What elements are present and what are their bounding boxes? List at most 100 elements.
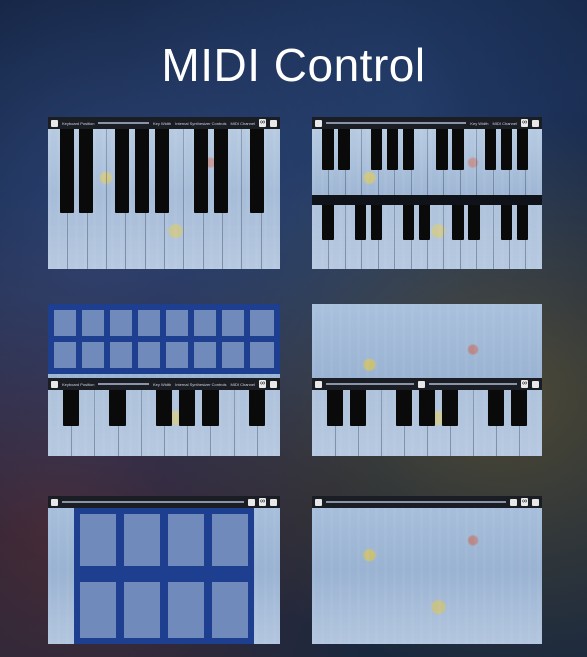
keyboard[interactable]	[48, 129, 280, 269]
image-button[interactable]	[270, 119, 277, 127]
black-key[interactable]	[338, 129, 350, 170]
black-key[interactable]	[213, 129, 228, 213]
white-key[interactable]	[410, 129, 428, 195]
white-key[interactable]	[260, 129, 280, 269]
drum-pad[interactable]	[80, 308, 106, 338]
drum-pad[interactable]	[122, 512, 162, 568]
white-key[interactable]	[426, 205, 445, 269]
black-key[interactable]	[500, 129, 513, 170]
edit-button[interactable]	[315, 498, 322, 506]
drum-pad[interactable]	[136, 308, 162, 338]
black-key[interactable]	[510, 390, 528, 427]
keyboard-position-slider[interactable]	[326, 383, 414, 385]
image-button[interactable]	[532, 119, 539, 127]
black-key[interactable]	[516, 129, 529, 170]
black-key[interactable]	[395, 390, 413, 427]
octave-down-button[interactable]	[51, 380, 58, 388]
drum-pad[interactable]	[108, 308, 134, 338]
drum-pad[interactable]	[210, 580, 250, 640]
black-key[interactable]	[322, 129, 334, 170]
drum-pad[interactable]	[122, 580, 162, 640]
drum-pad[interactable]	[164, 340, 190, 370]
drum-pad[interactable]	[210, 512, 250, 568]
black-key[interactable]	[484, 129, 496, 170]
black-key[interactable]	[516, 205, 529, 241]
image-button[interactable]	[532, 380, 539, 388]
drum-pad[interactable]	[78, 580, 118, 640]
black-key[interactable]	[441, 390, 459, 427]
black-key[interactable]	[202, 390, 219, 427]
lower-keyboard[interactable]	[312, 205, 542, 269]
octave-down-button[interactable]	[315, 380, 322, 388]
black-key[interactable]	[468, 205, 480, 241]
keyboard-position-slider[interactable]	[98, 122, 149, 124]
black-key[interactable]	[452, 129, 464, 170]
black-key[interactable]	[418, 390, 436, 427]
drum-pad[interactable]	[164, 308, 190, 338]
white-key[interactable]	[476, 205, 494, 269]
black-key[interactable]	[194, 129, 209, 213]
black-key[interactable]	[248, 390, 265, 427]
white-key[interactable]	[164, 129, 185, 269]
drum-pad[interactable]	[52, 340, 78, 370]
black-key[interactable]	[402, 129, 415, 170]
drum-pad[interactable]	[136, 340, 162, 370]
black-key[interactable]	[59, 129, 74, 213]
keyboard[interactable]	[48, 390, 280, 456]
mode-button[interactable]	[510, 498, 517, 506]
drum-pad[interactable]	[80, 340, 106, 370]
control-slider[interactable]	[326, 501, 506, 503]
octave-up-button[interactable]	[418, 380, 425, 388]
black-key[interactable]	[79, 129, 94, 213]
drum-pad[interactable]	[192, 340, 218, 370]
white-key[interactable]	[525, 129, 542, 195]
pad-layout-button[interactable]	[248, 498, 255, 506]
key-width-slider[interactable]	[429, 383, 517, 385]
black-key[interactable]	[135, 129, 149, 213]
drum-pad[interactable]	[220, 308, 246, 338]
infinity-button[interactable]: ∞	[259, 119, 266, 127]
drum-pad[interactable]	[192, 308, 218, 338]
infinity-button[interactable]: ∞	[521, 498, 528, 506]
infinity-button[interactable]: ∞	[259, 380, 266, 388]
control-slider[interactable]	[62, 501, 244, 503]
infinity-button[interactable]: ∞	[521, 119, 528, 127]
black-key[interactable]	[370, 205, 383, 241]
keyboard-position-slider[interactable]	[98, 383, 149, 385]
image-button[interactable]	[270, 498, 277, 506]
keyboard-position-slider[interactable]	[326, 122, 467, 124]
edit-button[interactable]	[51, 498, 58, 506]
black-key[interactable]	[179, 390, 196, 427]
black-key[interactable]	[155, 390, 173, 427]
black-key[interactable]	[386, 129, 399, 170]
black-key[interactable]	[322, 205, 334, 241]
octave-down-button[interactable]	[51, 119, 58, 127]
black-key[interactable]	[349, 390, 367, 427]
drum-pad[interactable]	[52, 308, 78, 338]
black-key[interactable]	[154, 129, 169, 213]
black-key[interactable]	[109, 390, 126, 427]
drum-pad[interactable]	[220, 340, 246, 370]
black-key[interactable]	[487, 390, 505, 427]
infinity-button[interactable]: ∞	[259, 498, 266, 506]
octave-down-button[interactable]	[315, 119, 322, 127]
xy-canvas[interactable]	[312, 508, 542, 644]
black-key[interactable]	[354, 205, 367, 241]
upper-keyboard[interactable]	[312, 129, 542, 195]
black-key[interactable]	[436, 129, 448, 170]
black-key[interactable]	[418, 205, 431, 241]
black-key[interactable]	[326, 390, 344, 427]
black-key[interactable]	[500, 205, 513, 241]
drum-pad[interactable]	[108, 340, 134, 370]
drum-pad[interactable]	[248, 308, 276, 338]
black-key[interactable]	[370, 129, 383, 170]
white-key[interactable]	[377, 205, 396, 269]
image-button[interactable]	[532, 498, 539, 506]
image-button[interactable]	[270, 380, 277, 388]
keyboard[interactable]	[312, 390, 542, 456]
xy-canvas[interactable]	[312, 304, 542, 376]
black-key[interactable]	[115, 129, 130, 213]
drum-pad[interactable]	[248, 340, 276, 370]
black-key[interactable]	[402, 205, 415, 241]
infinity-button[interactable]: ∞	[521, 380, 528, 388]
